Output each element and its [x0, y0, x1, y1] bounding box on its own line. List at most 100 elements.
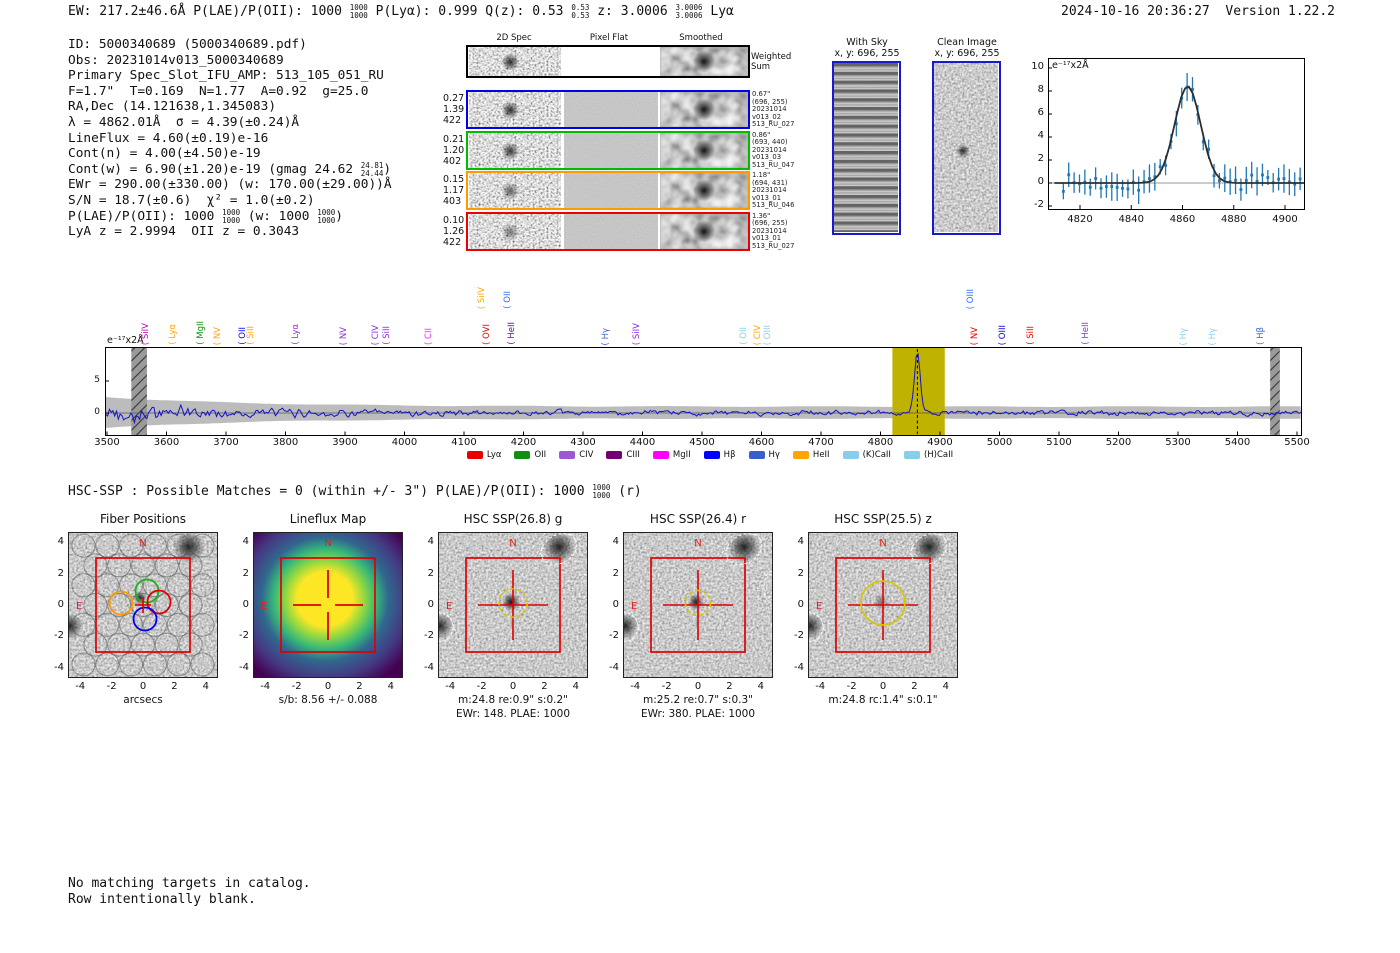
extent-square [280, 557, 376, 653]
cutout-y-tick-label: 4 [242, 536, 249, 548]
compass-north: N [509, 538, 516, 549]
legend-label: OII [534, 450, 547, 460]
fiber-circle [107, 553, 132, 578]
cutout-y-tick-label: 4 [427, 536, 434, 548]
spectrum-x-tick-label: 5000 [986, 437, 1013, 448]
sky-noise [834, 63, 898, 232]
zoom-x-tick-label: 4840 [1118, 214, 1144, 225]
compass-east: E [631, 601, 637, 612]
cutout-x-tick-label: 4 [387, 681, 394, 692]
pixelflat-image [564, 173, 658, 208]
cutout-x-tick-label: 2 [911, 681, 918, 692]
spectrum-x-tick-label: 3800 [272, 437, 299, 448]
spectrum-x-tick-label: 3500 [94, 437, 120, 448]
emission-line-label: ( OIII [762, 324, 773, 345]
cutout-xlabel: arcsecs [123, 694, 163, 706]
data-point [1174, 122, 1178, 126]
info-line-3: F=1.7" T=0.169 N=1.77 A=0.92 g=25.0 [68, 84, 392, 100]
compass-north: N [139, 538, 146, 549]
cutout-x-tick-label: -2 [846, 681, 857, 692]
data-point [1164, 163, 1167, 167]
spectrum-x-tick-label: 3600 [153, 437, 180, 448]
cutout-caption-1: m:24.8 re:0.9" s:0.2" [458, 694, 568, 706]
spectrum-x-tick-label: 3900 [332, 437, 358, 448]
smoothed-blob [693, 98, 715, 121]
cutout-y-tick-label: 4 [57, 536, 64, 548]
spectrum-x-tick-label: 4100 [451, 437, 477, 448]
cutout-x-tick-label: -2 [476, 681, 487, 692]
cutout-y-tick-label: 0 [57, 599, 64, 610]
zoom-y-tick-label: 10 [1031, 61, 1044, 72]
data-point [1137, 188, 1141, 192]
info-line-text: Cont(n) = 4.00(±4.50)e-19 [68, 146, 261, 162]
info-line-fraction-top: 1000 [317, 207, 336, 217]
fiber-circle [107, 593, 132, 617]
data-point [1255, 179, 1259, 183]
cutout-x-tick-label: -2 [106, 681, 117, 692]
emission-blob [501, 222, 520, 241]
cutout-y-tick-label: -4 [239, 661, 249, 673]
report-timestamp: 2024-10-16 20:36:27 [1061, 4, 1210, 19]
summary-header-fraction-bottom: 1000 [349, 11, 368, 20]
spec2d-header-pixelflat: Pixel Flat [589, 33, 629, 43]
info-line-text: (w: 1000 [240, 208, 318, 224]
emission-line-label: ( SiIV [140, 322, 151, 345]
pixelflat-image [564, 92, 658, 127]
noise-svg [469, 173, 561, 208]
cutout-border [808, 532, 958, 678]
fiber-circle [119, 652, 144, 677]
pixelflat-noise [564, 92, 658, 127]
info-line-text: EWr = 290.00(±330.00) (w: 170.00(±29.00)… [68, 177, 392, 193]
emission-line-label: ( Hβ [1255, 327, 1266, 345]
corner-source-blob [543, 531, 575, 563]
data-point [1261, 173, 1264, 177]
info-line-1: Obs: 20231014v013_5000340689 [68, 53, 392, 69]
fiber-circle [142, 573, 167, 598]
with-sky-image [832, 61, 901, 235]
pixelflat-image [564, 47, 658, 76]
cutout-caption-2: EWr: 380. PLAE: 1000 [640, 708, 756, 720]
selected-fiber-circle [146, 589, 172, 615]
cutout-y-tick-label: 2 [427, 567, 434, 579]
emission-line-label: ( Hγ [600, 327, 611, 345]
data-point [1110, 185, 1114, 188]
emission-line-label: ( NV [212, 326, 223, 345]
spectrum-x-tick-label: 4800 [867, 437, 894, 448]
fiber-circle [142, 652, 167, 677]
cutout-y-tick-label: -4 [794, 661, 804, 673]
corner-source-blob [913, 531, 945, 563]
legend-label: Hγ [768, 450, 780, 460]
cutout-title: HSC SSP(25.5) z [834, 512, 932, 526]
info-line-9: EWr = 290.00(±330.00) (w: 170.00(±29.00)… [68, 177, 392, 193]
noise-svg [564, 47, 658, 76]
data-point [1104, 185, 1108, 188]
cutout-svg: NE [253, 532, 403, 678]
cutout-x-tick-label: 4 [942, 681, 949, 692]
cutout-y-tick-label: -2 [794, 630, 804, 642]
aperture-circle [684, 589, 712, 617]
noise-svg [564, 132, 658, 168]
with-sky-title: With Sky x, y: 696, 255 [822, 37, 912, 59]
spec2d-left-label: 403 [443, 196, 462, 207]
cutout-border [438, 532, 588, 678]
legend-label: Hβ [723, 450, 736, 460]
smoothed-image [660, 173, 748, 208]
emission-line-label: ( OII [503, 291, 514, 309]
smoothed-blob [693, 179, 715, 202]
zoom-y-tick-label: 0 [1037, 176, 1044, 187]
fiber-circle [71, 573, 96, 598]
data-point [1287, 180, 1291, 184]
info-line-6: LineFlux = 4.60(±0.19)e-16 [68, 131, 392, 147]
hsc-ssp-match-line: HSC-SSP : Possible Matches = 0 (within +… [68, 484, 642, 500]
pixelflat-noise [564, 132, 658, 168]
spec2d-header-2dspec: 2D Spec [496, 33, 532, 43]
info-line-text: ) [335, 208, 343, 224]
cutout-x-tick-label: -2 [291, 681, 302, 692]
data-point [1201, 140, 1205, 144]
zoom-x-tick-label: 4860 [1169, 214, 1196, 225]
emission-line-label: ( SiII [246, 326, 257, 345]
zoom-y-tick-label: 6 [1037, 107, 1044, 118]
cutout-x-tick-label: 0 [139, 681, 147, 692]
fiber-circle [119, 533, 144, 558]
spectrum-x-tick-label: 4700 [808, 437, 834, 448]
